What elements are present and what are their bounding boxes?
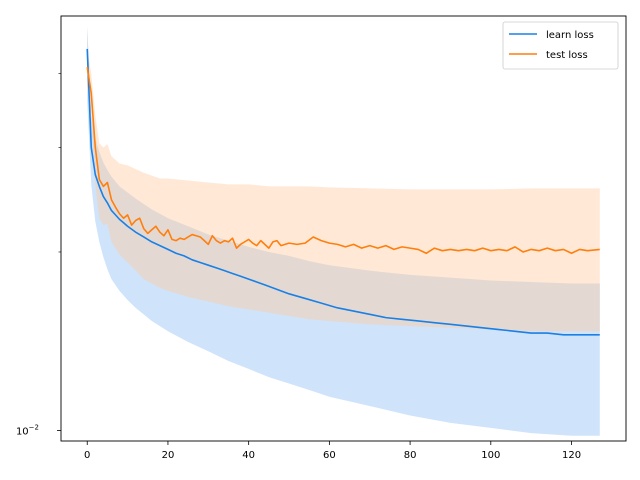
confidence-bands [87, 26, 600, 436]
learn-loss-band [87, 26, 600, 436]
learn-legend-label: learn loss [546, 30, 594, 41]
learn-loss-line [86, 48, 600, 336]
test-legend-label: test loss [546, 50, 588, 61]
test-loss-line [86, 66, 600, 255]
band-overlap [87, 26, 600, 332]
x-tick-label: 40 [242, 450, 255, 461]
x-tick-label: 20 [162, 450, 175, 461]
y-tick-label: 10−2 [16, 423, 39, 437]
y-axis-ticks: 10−2 [16, 73, 61, 437]
x-tick-label: 100 [481, 450, 500, 461]
legend: learn loss test loss [502, 21, 619, 70]
plot-frame [60, 15, 627, 442]
x-tick-label: 60 [323, 450, 336, 461]
x-tick-label: 120 [562, 450, 581, 461]
x-tick-label: 0 [84, 450, 90, 461]
x-axis-ticks: 0 20 40 60 80 100 120 [84, 441, 581, 461]
series-lines [86, 48, 600, 336]
x-tick-label: 80 [404, 450, 417, 461]
